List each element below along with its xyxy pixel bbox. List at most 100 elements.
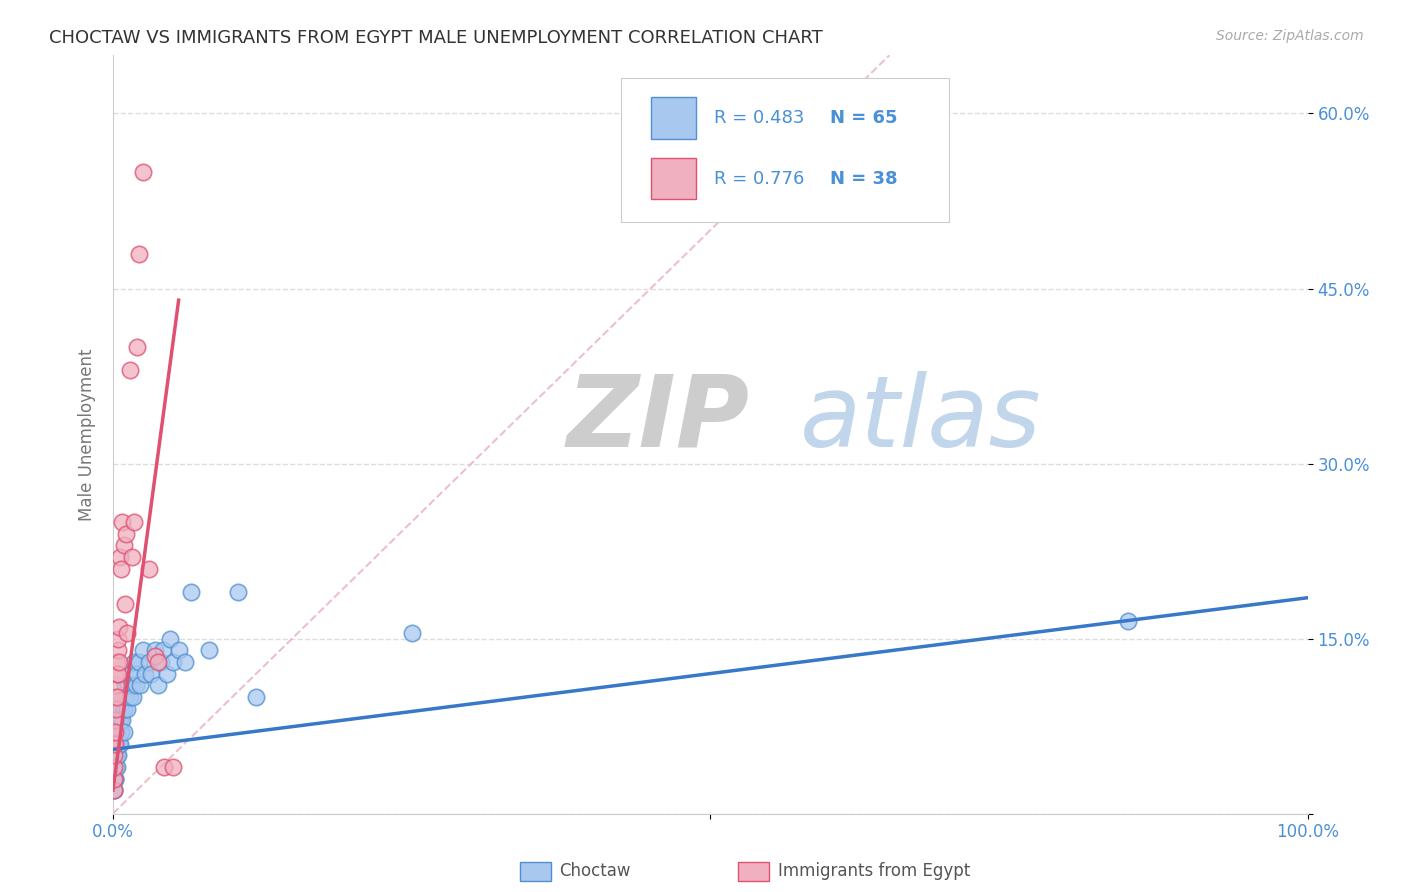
Point	[104, 690, 127, 704]
Point	[104, 737, 127, 751]
Point	[103, 783, 125, 797]
Point	[111, 713, 134, 727]
Point	[162, 760, 184, 774]
Point	[107, 748, 129, 763]
Point	[111, 515, 134, 529]
Point	[124, 655, 146, 669]
Point	[103, 760, 125, 774]
Point	[107, 713, 129, 727]
Text: Immigrants from Egypt: Immigrants from Egypt	[778, 863, 970, 880]
Text: N = 38: N = 38	[830, 169, 897, 188]
Point	[156, 666, 179, 681]
Point	[104, 748, 127, 763]
Point	[114, 597, 136, 611]
Point	[108, 725, 131, 739]
Point	[245, 690, 267, 704]
Point	[121, 549, 143, 564]
Point	[148, 678, 170, 692]
Point	[104, 760, 127, 774]
Point	[104, 772, 127, 786]
Point	[401, 625, 423, 640]
Point	[105, 748, 128, 763]
Point	[107, 666, 129, 681]
FancyBboxPatch shape	[651, 97, 696, 138]
Point	[104, 713, 127, 727]
Point	[173, 655, 195, 669]
Point	[134, 666, 156, 681]
Point	[105, 748, 128, 763]
Point	[121, 678, 143, 692]
Point	[104, 772, 127, 786]
Point	[110, 561, 132, 575]
Point	[103, 772, 125, 786]
Point	[118, 690, 141, 704]
Point	[108, 713, 131, 727]
Text: Source: ZipAtlas.com: Source: ZipAtlas.com	[1216, 29, 1364, 43]
Text: R = 0.776: R = 0.776	[714, 169, 804, 188]
Point	[124, 678, 146, 692]
Point	[107, 737, 129, 751]
Point	[125, 666, 148, 681]
Point	[103, 783, 125, 797]
Point	[108, 655, 131, 669]
Point	[104, 725, 127, 739]
Point	[128, 246, 150, 260]
Point	[108, 549, 131, 564]
Point	[108, 737, 131, 751]
Point	[149, 655, 172, 669]
Point	[117, 701, 139, 715]
Point	[180, 585, 202, 599]
Point	[141, 666, 163, 681]
Point	[108, 620, 131, 634]
Point	[105, 666, 128, 681]
Text: CHOCTAW VS IMMIGRANTS FROM EGYPT MALE UNEMPLOYMENT CORRELATION CHART: CHOCTAW VS IMMIGRANTS FROM EGYPT MALE UN…	[49, 29, 823, 46]
Point	[108, 737, 131, 751]
Point	[105, 690, 128, 704]
Point	[153, 760, 176, 774]
FancyBboxPatch shape	[620, 78, 949, 222]
Point	[1118, 614, 1140, 628]
Point	[110, 725, 132, 739]
Point	[104, 748, 127, 763]
Point	[167, 643, 190, 657]
Point	[105, 737, 128, 751]
Point	[162, 655, 184, 669]
Point	[228, 585, 250, 599]
Text: R = 0.483: R = 0.483	[714, 109, 804, 127]
Point	[105, 760, 128, 774]
Point	[104, 701, 127, 715]
Text: ZIP: ZIP	[567, 371, 749, 467]
Point	[107, 632, 129, 646]
Point	[107, 725, 129, 739]
Point	[108, 713, 131, 727]
Point	[103, 748, 125, 763]
Y-axis label: Male Unemployment: Male Unemployment	[79, 348, 96, 521]
Point	[107, 643, 129, 657]
Point	[132, 643, 155, 657]
Point	[112, 725, 135, 739]
Point	[138, 561, 160, 575]
Text: N = 65: N = 65	[830, 109, 897, 127]
Point	[104, 678, 127, 692]
Point	[103, 760, 125, 774]
Point	[120, 666, 142, 681]
Point	[125, 340, 148, 354]
Point	[104, 760, 127, 774]
Point	[138, 655, 160, 669]
Point	[148, 655, 170, 669]
Point	[103, 725, 125, 739]
Point	[114, 678, 136, 692]
Point	[159, 632, 181, 646]
Point	[124, 515, 146, 529]
Point	[143, 643, 166, 657]
Point	[197, 643, 219, 657]
Point	[105, 725, 128, 739]
Point	[105, 655, 128, 669]
Point	[104, 737, 127, 751]
Point	[143, 649, 166, 664]
Point	[104, 725, 127, 739]
Point	[132, 165, 155, 179]
FancyBboxPatch shape	[651, 158, 696, 199]
Point	[128, 655, 150, 669]
Point	[115, 526, 138, 541]
